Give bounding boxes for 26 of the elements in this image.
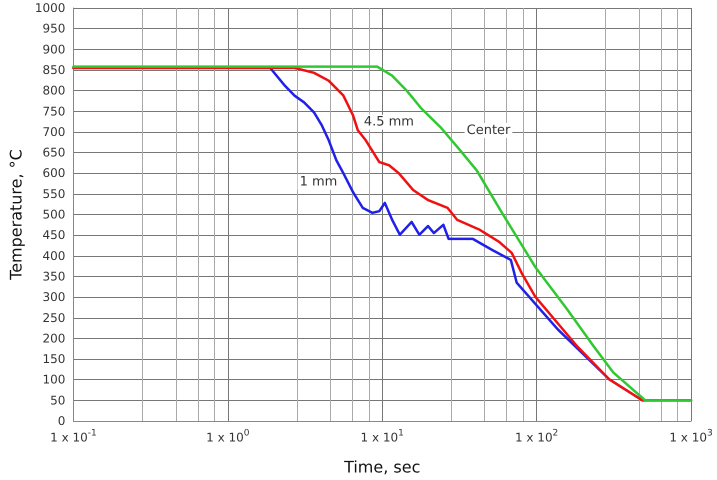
annotation: Center — [466, 122, 512, 138]
y-tick-label: 300 — [42, 290, 66, 304]
y-tick-label: 350 — [42, 269, 66, 284]
y-tick-label: 900 — [42, 42, 66, 56]
y-axis-title: Temperature, °C — [6, 149, 26, 281]
y-tick-label: 400 — [42, 248, 66, 263]
y-tick-label: 0 — [58, 414, 66, 428]
y-tick-label: 1000 — [34, 1, 66, 15]
annotation: 4.5 mm — [364, 114, 414, 130]
y-tick-label: 150 — [42, 352, 66, 366]
y-tick-label: 750 — [42, 104, 66, 118]
y-tick-label: 550 — [42, 186, 66, 201]
y-tick-label: 650 — [42, 146, 66, 160]
y-tick-label: 50 — [50, 393, 66, 408]
y-tick-label: 100 — [42, 372, 66, 387]
y-tick-label: 200 — [42, 331, 66, 346]
y-tick-label: 700 — [42, 124, 66, 139]
y-tick-label: 450 — [42, 228, 66, 242]
y-tick-label: 950 — [42, 22, 66, 36]
y-tick-label: 250 — [42, 310, 66, 325]
annotation: 1 mm — [300, 174, 338, 190]
y-tick-label: 850 — [42, 62, 66, 77]
y-tick-label: 500 — [42, 208, 66, 222]
y-tick-label: 600 — [42, 166, 66, 180]
y-tick-label: 800 — [42, 84, 66, 98]
x-axis-title: Time, sec — [343, 458, 420, 476]
